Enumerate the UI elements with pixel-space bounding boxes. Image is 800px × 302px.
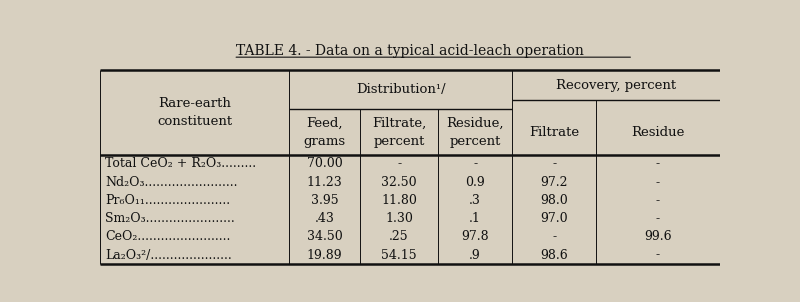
Text: percent: percent — [450, 135, 501, 148]
Text: 19.89: 19.89 — [307, 249, 342, 262]
Text: 11.80: 11.80 — [382, 194, 417, 207]
Text: -: - — [656, 194, 660, 207]
Text: Filtrate: Filtrate — [529, 126, 579, 139]
Text: .43: .43 — [315, 212, 334, 225]
Text: -: - — [473, 157, 477, 170]
Text: .9: .9 — [470, 249, 481, 262]
Text: Feed,: Feed, — [306, 116, 343, 129]
Text: Filtrate,: Filtrate, — [372, 116, 426, 129]
Text: Pr₆O₁₁......................: Pr₆O₁₁...................... — [105, 194, 230, 207]
Text: Recovery, percent: Recovery, percent — [556, 79, 676, 92]
Text: 97.0: 97.0 — [540, 212, 568, 225]
Text: Sm₂O₃.......................: Sm₂O₃....................... — [105, 212, 234, 225]
Text: Distribution¹/: Distribution¹/ — [356, 83, 446, 96]
Text: 97.2: 97.2 — [541, 176, 568, 189]
Text: 98.6: 98.6 — [540, 249, 568, 262]
Text: -: - — [656, 157, 660, 170]
Text: -: - — [552, 230, 556, 243]
Text: 99.6: 99.6 — [644, 230, 672, 243]
Text: -: - — [397, 157, 402, 170]
Text: .25: .25 — [390, 230, 409, 243]
Text: 32.50: 32.50 — [382, 176, 417, 189]
Text: 97.8: 97.8 — [462, 230, 489, 243]
Text: -: - — [656, 212, 660, 225]
Text: 98.0: 98.0 — [540, 194, 568, 207]
Text: -: - — [656, 176, 660, 189]
Text: La₂O₃²/.....................: La₂O₃²/..................... — [105, 249, 232, 262]
Text: 0.9: 0.9 — [466, 176, 485, 189]
Text: Total CeO₂ + R₂O₃.........: Total CeO₂ + R₂O₃......... — [105, 157, 256, 170]
Text: -: - — [552, 157, 556, 170]
Text: 1.30: 1.30 — [386, 212, 413, 225]
Text: 3.95: 3.95 — [311, 194, 338, 207]
Text: Residue,: Residue, — [446, 116, 504, 129]
Text: percent: percent — [374, 135, 425, 148]
Text: .3: .3 — [469, 194, 481, 207]
Text: 11.23: 11.23 — [307, 176, 342, 189]
Text: -: - — [656, 249, 660, 262]
Text: 70.00: 70.00 — [307, 157, 342, 170]
Text: 54.15: 54.15 — [382, 249, 417, 262]
Text: grams: grams — [304, 135, 346, 148]
Text: .1: .1 — [469, 212, 481, 225]
Text: constituent: constituent — [157, 115, 232, 128]
Text: CeO₂........................: CeO₂........................ — [105, 230, 230, 243]
Text: Rare-earth: Rare-earth — [158, 97, 231, 110]
Text: Residue: Residue — [631, 126, 685, 139]
Text: TABLE 4. - Data on a typical acid-leach operation: TABLE 4. - Data on a typical acid-leach … — [236, 44, 584, 58]
Text: 34.50: 34.50 — [307, 230, 342, 243]
Text: Nd₂O₃........................: Nd₂O₃........................ — [105, 176, 238, 189]
